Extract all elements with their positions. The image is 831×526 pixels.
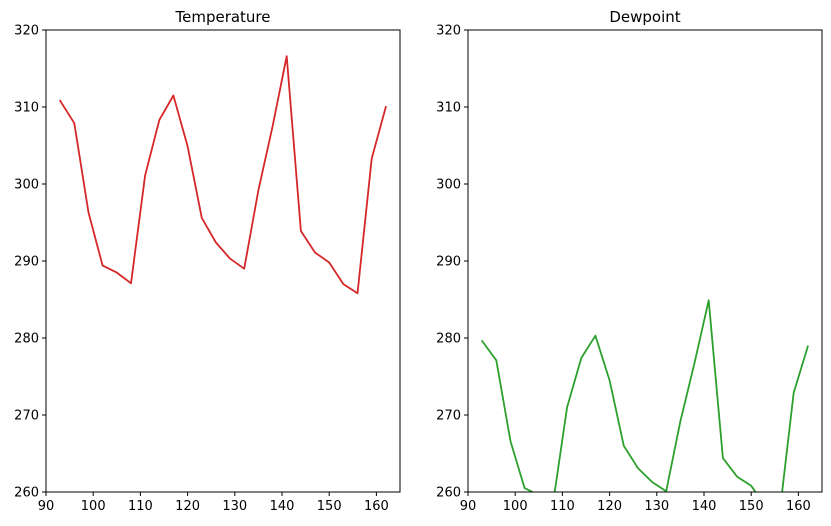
series-lines [480, 299, 809, 492]
x-tick-label: 120 [175, 499, 200, 514]
y-axis-ticks: 260 270 280 290 300 310 320 [14, 24, 46, 501]
y-axis-ticks: 260 270 280 290 300 310 320 [436, 24, 468, 501]
x-axis-ticks: 90 100 110 120 130 140 150 160 [38, 492, 389, 514]
y-tick-label: 290 [14, 255, 39, 270]
x-tick-label: 130 [222, 499, 247, 514]
chart-title: Dewpoint [609, 8, 680, 26]
y-tick-label: 310 [14, 101, 39, 116]
series-line [58, 55, 387, 295]
y-tick-label: 310 [436, 101, 461, 116]
dewpoint-chart: Dewpoint 260 270 280 290 300 310 320 90 100 110 1… [436, 8, 823, 514]
y-tick-label: 290 [436, 255, 461, 270]
x-tick-label: 110 [128, 499, 153, 514]
x-tick-label: 120 [597, 499, 622, 514]
x-tick-label: 90 [460, 499, 477, 514]
x-tick-label: 160 [786, 499, 811, 514]
temperature-chart: Temperature 260 270 280 290 300 310 320 90 100 1… [14, 8, 401, 514]
x-tick-label: 160 [364, 499, 389, 514]
y-tick-label: 280 [14, 332, 39, 347]
y-tick-label: 320 [436, 24, 461, 39]
y-tick-label: 270 [436, 409, 461, 424]
y-tick-label: 320 [14, 24, 39, 39]
y-tick-label: 260 [436, 486, 461, 501]
x-tick-label: 150 [739, 499, 764, 514]
x-tick-label: 130 [644, 499, 669, 514]
y-tick-label: 280 [436, 332, 461, 347]
x-tick-label: 110 [550, 499, 575, 514]
y-tick-label: 300 [436, 178, 461, 193]
plot-frame [467, 29, 823, 493]
series-line [480, 299, 809, 492]
x-tick-label: 100 [503, 499, 528, 514]
x-tick-label: 150 [317, 499, 342, 514]
chart-title: Temperature [174, 8, 270, 26]
x-tick-label: 140 [270, 499, 295, 514]
y-tick-label: 300 [14, 178, 39, 193]
plot-frame [45, 29, 401, 493]
series-lines [58, 55, 387, 295]
y-tick-label: 270 [14, 409, 39, 424]
x-tick-label: 140 [692, 499, 717, 514]
x-tick-label: 90 [38, 499, 55, 514]
x-tick-label: 100 [81, 499, 106, 514]
x-axis-ticks: 90 100 110 120 130 140 150 160 [460, 492, 811, 514]
y-tick-label: 260 [14, 486, 39, 501]
